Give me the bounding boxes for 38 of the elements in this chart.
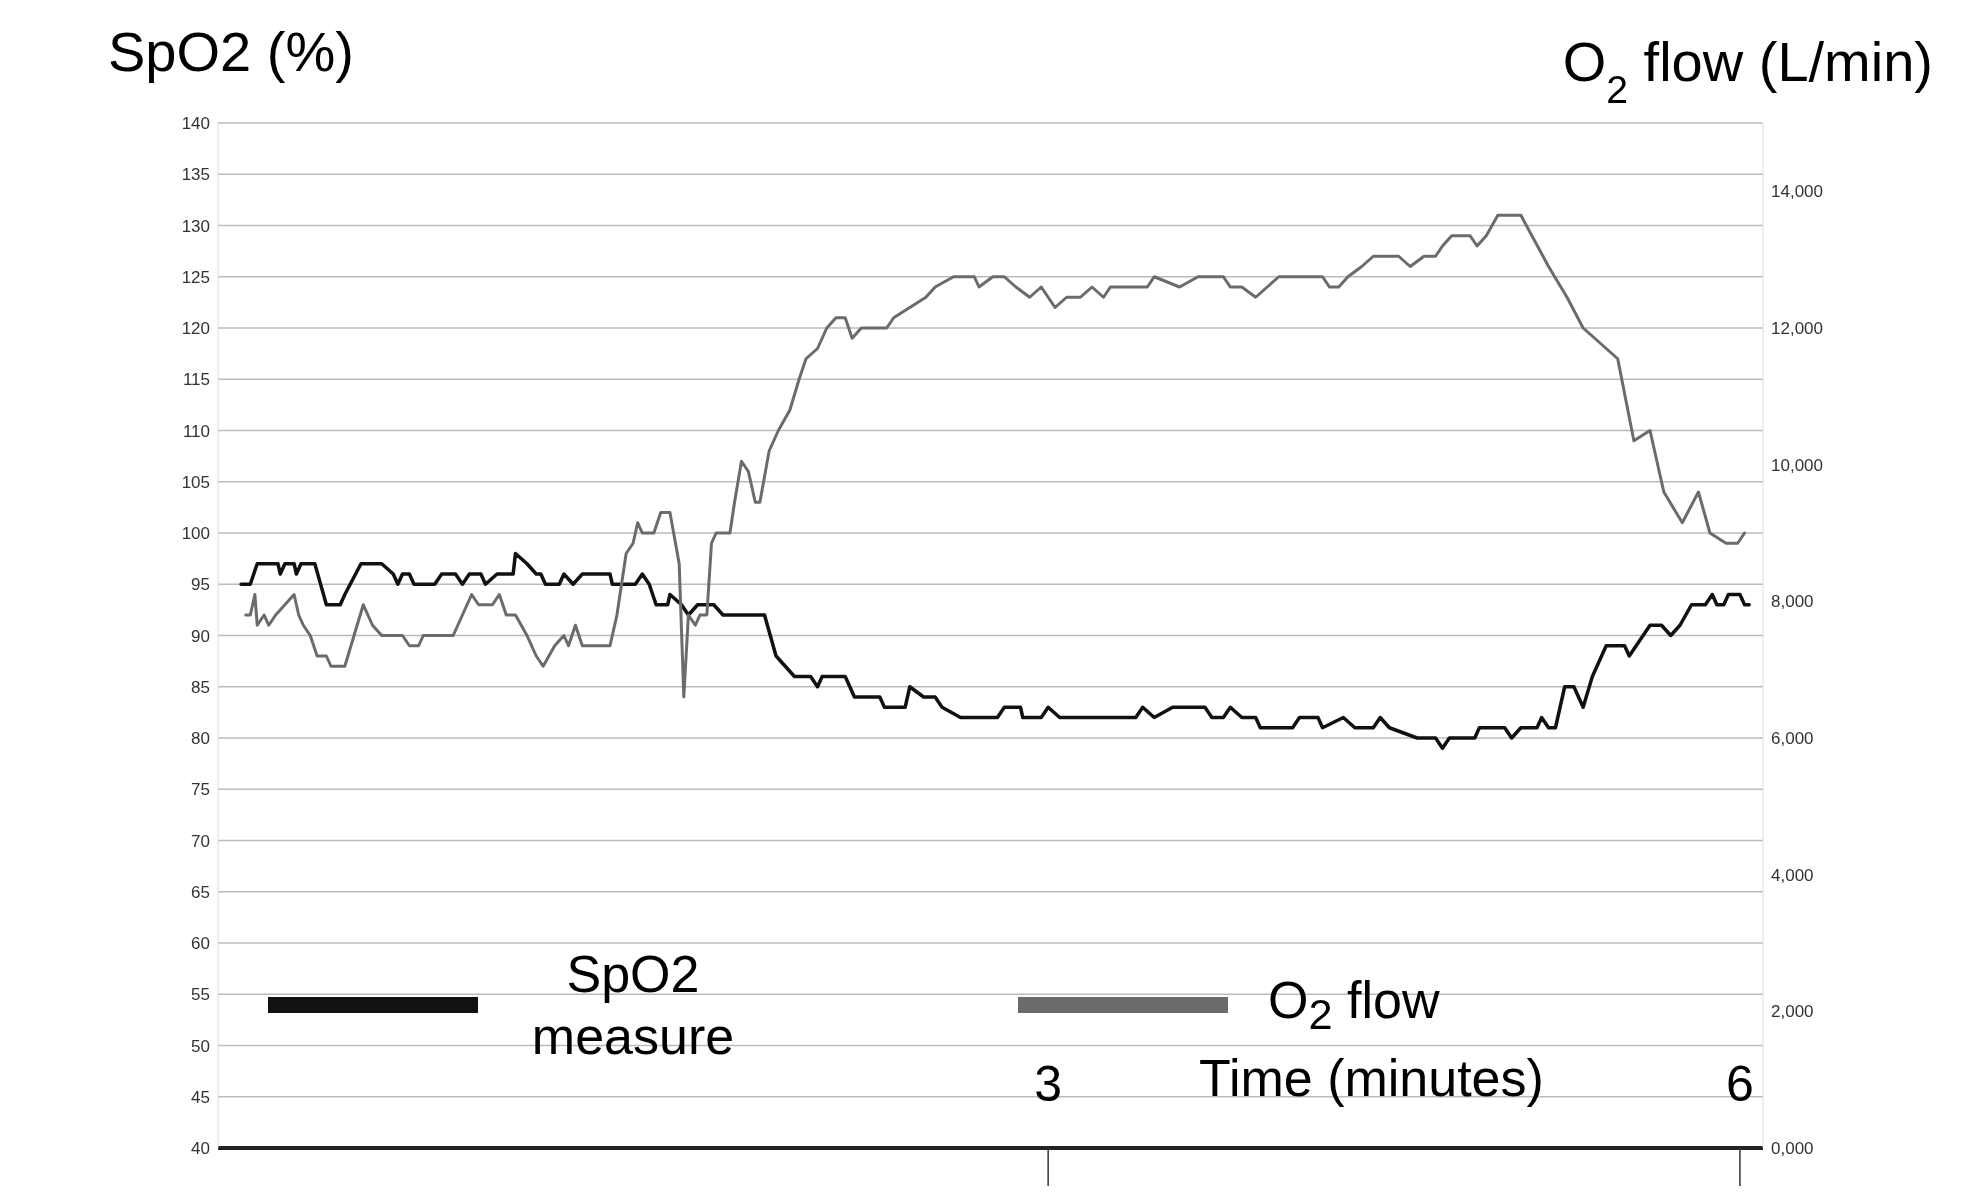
y2-tick-label: 0,000 xyxy=(1771,1139,1814,1159)
y2-tick-label: 6,000 xyxy=(1771,729,1814,749)
y-tick-label: 60 xyxy=(191,934,210,954)
y-tick-label: 115 xyxy=(182,370,210,390)
y-tick-label: 70 xyxy=(191,831,210,851)
y-tick-label: 100 xyxy=(181,524,210,544)
x-axis-title: Time (minutes) xyxy=(1199,1049,1544,1107)
y-tick-label: 135 xyxy=(181,165,210,185)
x-tick-label: 6 xyxy=(1726,1056,1754,1112)
y-axis-title: SpO2 (%) xyxy=(108,20,354,83)
y-tick-label: 85 xyxy=(191,677,210,697)
y-tick-label: 45 xyxy=(191,1087,210,1107)
y-tick-label: 75 xyxy=(191,780,210,800)
y-tick-label: 80 xyxy=(191,729,210,749)
y-tick-label: 125 xyxy=(181,267,210,287)
y-tick-label: 140 xyxy=(181,114,210,134)
y2-axis-title: O$_{2}$ flow (L/min) xyxy=(1562,30,1933,111)
y2-tick-label: 4,000 xyxy=(1771,865,1814,885)
x-tick-label: 3 xyxy=(1034,1056,1063,1112)
y-tick-label: 50 xyxy=(191,1036,210,1056)
y2-tick-label: 2,000 xyxy=(1771,1002,1814,1022)
y2-tick-label: 8,000 xyxy=(1771,592,1814,612)
y-tick-label: 55 xyxy=(191,985,210,1005)
y2-tick-label: 14,000 xyxy=(1771,182,1823,202)
y-tick-label: 120 xyxy=(181,319,210,339)
y-tick-label: 130 xyxy=(181,216,210,236)
y2-tick-label: 12,000 xyxy=(1771,319,1823,339)
line-series xyxy=(239,551,1751,750)
y-tick-label: 95 xyxy=(191,575,210,595)
y-tick-label: 110 xyxy=(182,421,210,441)
y-tick-label: 105 xyxy=(181,472,210,492)
y-tick-label: 90 xyxy=(191,626,210,646)
y-tick-label: 40 xyxy=(191,1139,210,1159)
y2-tick-label: 10,000 xyxy=(1771,455,1823,475)
y-tick-label: 65 xyxy=(191,882,210,902)
legend-label: SpO2 measure xyxy=(531,945,735,1066)
line-series xyxy=(244,213,1747,699)
legend-label: O$_{2}$ flow xyxy=(1268,971,1440,1039)
